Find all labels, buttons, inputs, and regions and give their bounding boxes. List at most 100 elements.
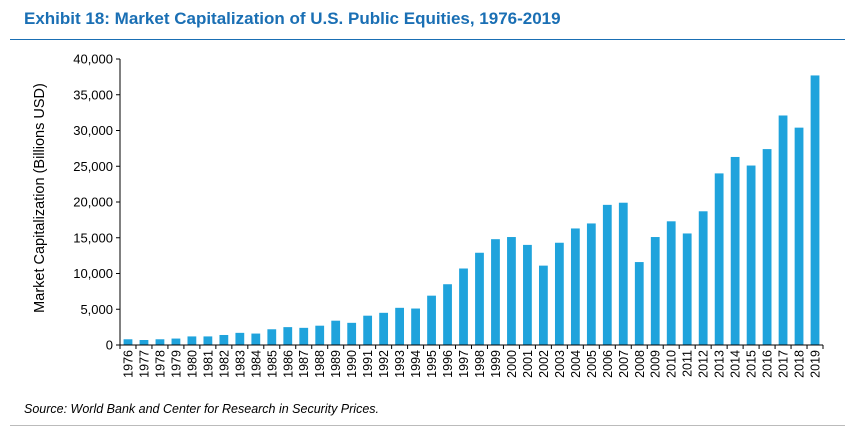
x-tick-label: 2001	[521, 350, 535, 378]
bar	[155, 339, 165, 345]
y-tick-label: 15,000	[73, 230, 113, 245]
x-tick-label: 2017	[777, 350, 791, 378]
bar	[171, 338, 181, 345]
bar	[363, 315, 373, 345]
x-tick-label: 2011	[681, 350, 695, 377]
bar	[507, 237, 516, 345]
x-tick-label: 1985	[265, 350, 279, 378]
y-tick-label: 5,000	[80, 302, 113, 317]
x-tick-label: 1996	[441, 350, 455, 378]
x-tick-label: 1983	[233, 350, 247, 378]
bar	[523, 244, 532, 345]
bar	[730, 156, 740, 345]
x-tick-label: 2009	[649, 350, 663, 378]
bar	[491, 239, 500, 345]
x-tick-label: 1989	[329, 350, 343, 378]
x-tick-label: 1991	[361, 350, 375, 378]
y-tick-label: 20,000	[73, 195, 113, 210]
x-tick-label: 1995	[425, 350, 439, 378]
bar	[235, 332, 245, 345]
x-tick-label: 2000	[505, 350, 519, 378]
x-tick-label: 1987	[297, 350, 311, 378]
x-tick-label: 1978	[153, 350, 167, 378]
bar-chart: 0 5,000 10,000 15,000 20,000 25,000 30,000 35,0…	[32, 52, 824, 378]
x-tick-label: 2013	[713, 350, 727, 378]
x-tick-label: 2005	[585, 350, 599, 378]
bar	[299, 327, 309, 345]
x-tick-label: 2015	[745, 350, 759, 378]
bar	[123, 339, 133, 345]
x-tick-label: 1992	[377, 350, 391, 378]
x-tick-label: 2018	[793, 350, 807, 378]
bar	[618, 202, 628, 345]
bar	[698, 211, 708, 345]
y-axis-title: Market Capitalization (Billions USD)	[32, 83, 48, 313]
x-tick-label: 1980	[185, 350, 199, 378]
bar	[459, 268, 468, 345]
x-tick-label: 1984	[249, 350, 263, 378]
x-tick-label: 2003	[553, 350, 567, 378]
x-tick-label: 1994	[409, 350, 423, 378]
x-tick-label: 1981	[201, 350, 215, 378]
x-tick-label: 2002	[537, 350, 551, 378]
bar	[139, 340, 149, 345]
bar	[634, 262, 644, 345]
bar	[554, 242, 564, 345]
x-tick-label: 2008	[633, 350, 647, 378]
bar	[395, 307, 404, 345]
source-note: Source: World Bank and Center for Resear…	[24, 402, 380, 416]
x-tick-label: 1976	[121, 350, 135, 378]
x-tick-label: 2007	[617, 350, 631, 378]
bar	[331, 320, 341, 345]
bar	[347, 322, 357, 345]
bottom-divider	[10, 425, 845, 426]
x-tick-label: 1986	[281, 350, 295, 378]
x-tick-label: 1998	[473, 350, 487, 378]
x-tick-label: 2016	[761, 350, 775, 378]
x-tick-label: 1982	[217, 350, 231, 378]
bar	[315, 325, 325, 345]
bar	[586, 223, 596, 345]
x-tick-label: 1993	[393, 350, 407, 378]
bar	[794, 127, 804, 345]
bar	[762, 149, 772, 345]
bar	[602, 204, 612, 345]
bar	[778, 115, 788, 346]
bar	[443, 284, 452, 345]
bar	[411, 308, 420, 345]
x-tick-label: 1997	[457, 350, 471, 378]
x-tick-label: 2012	[697, 350, 711, 378]
bar	[810, 75, 820, 345]
x-tick-label: 1979	[169, 350, 183, 378]
x-tick-label: 1990	[345, 350, 359, 378]
y-tick-label: 25,000	[73, 159, 113, 174]
x-tick-label: 1988	[313, 350, 327, 378]
chart-title: Exhibit 18: Market Capitalization of U.S…	[24, 9, 561, 28]
bar	[219, 334, 229, 345]
bar	[570, 228, 580, 345]
bar	[379, 312, 389, 345]
bar	[666, 221, 676, 345]
y-tick-label: 30,000	[73, 123, 113, 138]
y-tick-label: 10,000	[73, 266, 113, 281]
x-tick-label: 2014	[729, 350, 743, 378]
bar	[283, 327, 293, 346]
x-tick-label: 2006	[601, 350, 615, 378]
title-divider	[10, 39, 845, 40]
y-tick-label: 40,000	[73, 52, 113, 67]
bar	[539, 265, 548, 345]
bar	[203, 336, 213, 345]
bar	[427, 295, 436, 345]
x-tick-label: 1977	[137, 350, 151, 378]
bar	[267, 329, 277, 345]
bar	[187, 336, 197, 345]
bar	[650, 237, 660, 345]
bar	[714, 173, 724, 345]
x-tick-label: 1999	[489, 350, 503, 378]
y-tick-label: 35,000	[73, 87, 113, 102]
y-tick-label: 0	[106, 338, 113, 353]
bar	[251, 333, 261, 345]
x-tick-label: 2004	[569, 350, 583, 378]
x-tick-label: 2010	[665, 350, 679, 378]
x-tick-label: 2019	[809, 350, 823, 378]
